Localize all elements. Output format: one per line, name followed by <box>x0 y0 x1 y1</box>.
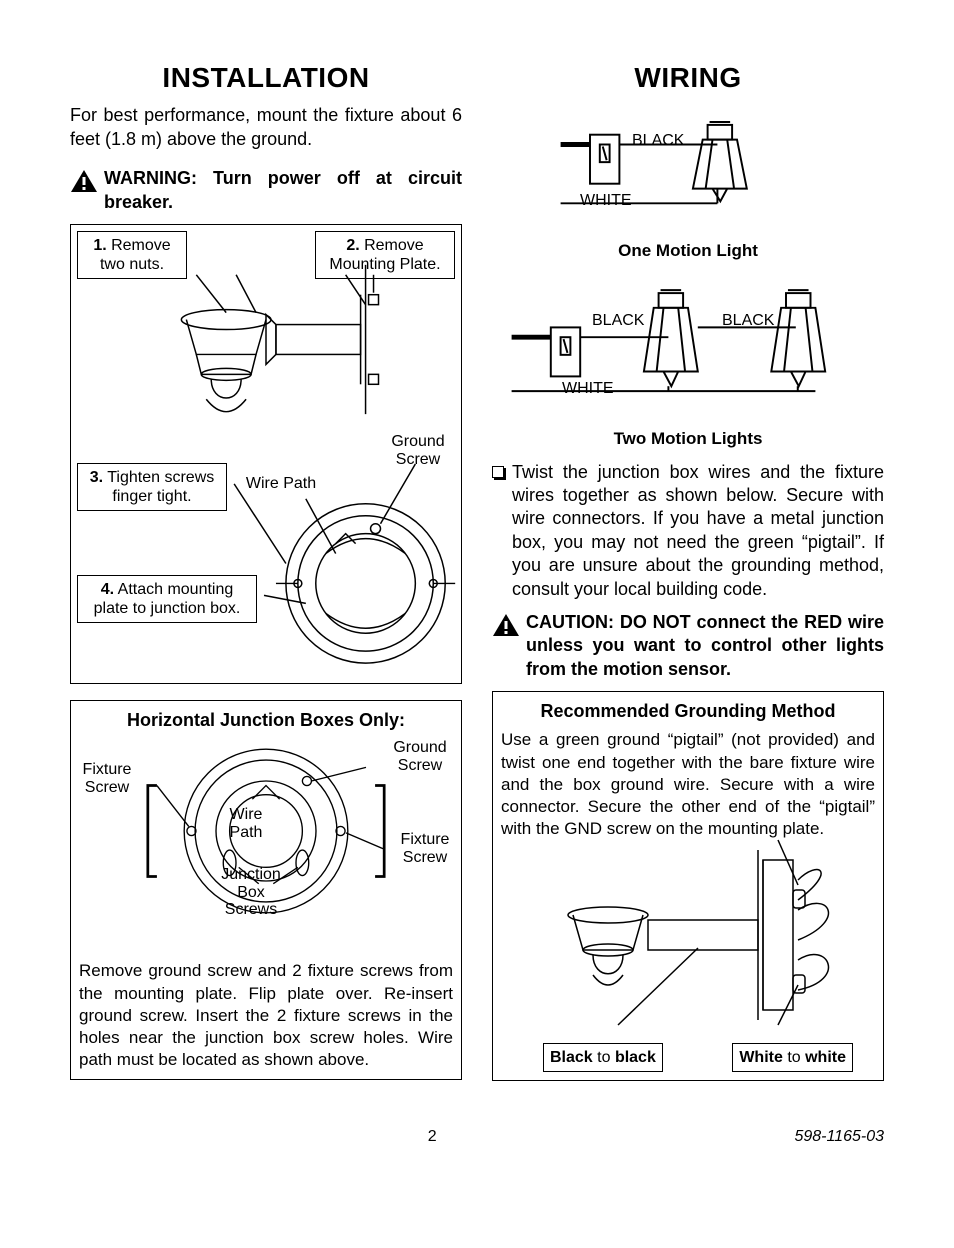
white-label-2: WHITE <box>562 380 614 398</box>
white-label-1: WHITE <box>580 192 632 210</box>
horizontal-title: Horizontal Junction Boxes Only: <box>79 709 453 732</box>
caution-text: CAUTION: DO NOT connect the RED wire unl… <box>526 611 884 681</box>
wiring-instruction: Twist the junction box wires and the fix… <box>492 461 884 601</box>
black-label-1: BLACK <box>632 132 684 150</box>
black-label-2b: BLACK <box>722 312 774 330</box>
two-motion-lights-diagram: BLACK BLACK WHITE <box>492 272 884 422</box>
black-label-2a: BLACK <box>592 312 644 330</box>
wiring-heading: WIRING <box>492 60 884 96</box>
installation-diagram: 1. Remove two nuts. 2. Remove Mounting P… <box>70 224 462 684</box>
warning-block: WARNING: Turn power off at circuit break… <box>70 167 462 214</box>
black-to-black-b: to <box>593 1049 615 1066</box>
caution-block: CAUTION: DO NOT connect the RED wire unl… <box>492 611 884 681</box>
bullet-icon <box>492 466 504 478</box>
white-to-white-c: white <box>805 1049 846 1066</box>
warning-text: WARNING: Turn power off at circuit break… <box>104 168 462 211</box>
grounding-title: Recommended Grounding Method <box>501 700 875 723</box>
grounding-diagram-svg <box>493 830 883 1040</box>
horizontal-jbox-svg <box>71 731 461 931</box>
black-to-black-c: black <box>615 1049 656 1066</box>
installation-intro: For best performance, mount the fixture … <box>70 104 462 151</box>
part-number: 598-1165-03 <box>794 1127 884 1148</box>
two-motion-lights-caption: Two Motion Lights <box>492 428 884 450</box>
wiring-instruction-text: Twist the junction box wires and the fix… <box>512 461 884 601</box>
installation-heading: INSTALLATION <box>70 60 462 96</box>
grounding-body: Use a green ground “pigtail” (not provid… <box>501 729 875 839</box>
page-number: 2 <box>428 1127 437 1148</box>
black-to-black-a: Black <box>550 1049 593 1066</box>
caution-icon <box>492 613 520 637</box>
white-to-white-a: White <box>739 1049 783 1066</box>
horizontal-body: Remove ground screw and 2 fixture screws… <box>79 960 453 1070</box>
fixture-diagram-svg <box>71 225 461 683</box>
one-motion-light-diagram: BLACK WHITE <box>492 104 884 234</box>
white-to-white-b: to <box>783 1049 805 1066</box>
warning-icon <box>70 169 98 193</box>
grounding-method-box: Recommended Grounding Method Use a green… <box>492 691 884 1081</box>
one-motion-light-caption: One Motion Light <box>492 240 884 262</box>
horizontal-junction-box: Horizontal Junction Boxes Only: Fixture … <box>70 700 462 1080</box>
